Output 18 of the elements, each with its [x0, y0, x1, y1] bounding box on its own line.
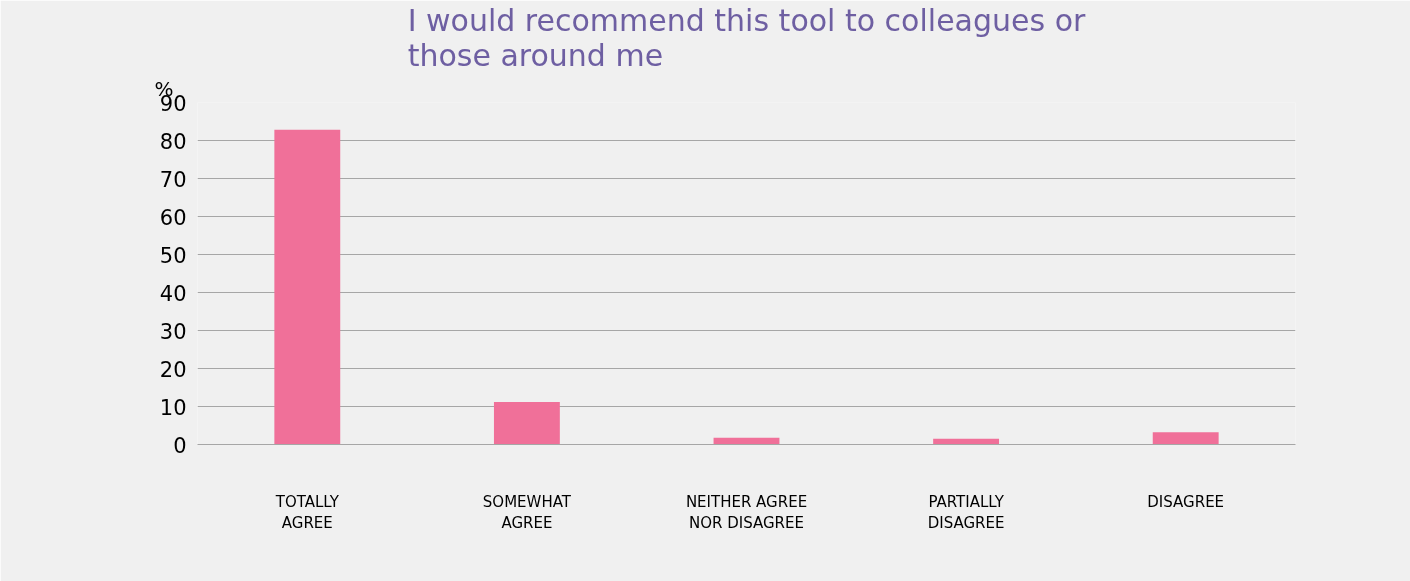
x-tick-label: PARTIALLY DISAGREE	[927, 492, 1005, 533]
chart-title: I would recommend this tool to colleagues or those around me	[407, 2, 1087, 73]
y-tick-label: 70	[159, 167, 187, 192]
bar	[493, 401, 560, 445]
x-tick-label: TOTALLY AGREE	[274, 492, 340, 533]
bar	[1152, 432, 1219, 445]
y-tick-label: 0	[173, 433, 187, 458]
x-tick-label: SOMEWHAT AGREE	[482, 492, 572, 533]
bar	[274, 129, 341, 445]
y-tick-label: 80	[159, 129, 187, 154]
y-tick-label: 50	[159, 243, 187, 268]
y-tick-label: 40	[159, 281, 187, 306]
x-tick-label: DISAGREE	[1147, 492, 1225, 511]
y-tick-label: 10	[159, 395, 187, 420]
x-tick-label: NEITHER AGREE NOR DISAGREE	[685, 492, 808, 533]
y-tick-label: 20	[159, 357, 187, 382]
y-tick-label: 30	[159, 319, 187, 344]
y-tick-label: 60	[159, 205, 187, 230]
